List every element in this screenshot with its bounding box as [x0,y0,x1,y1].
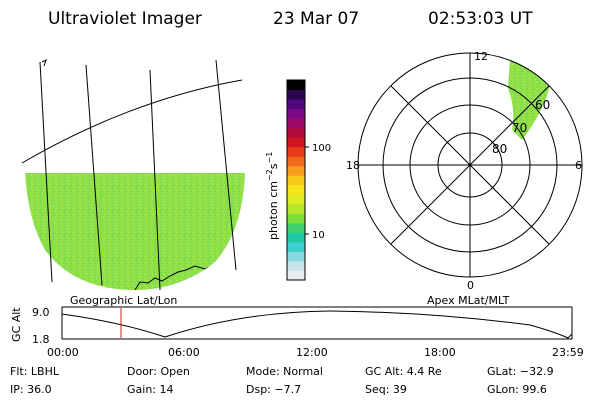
lat-label-70: 70 [512,121,527,135]
x-tick-4: 23:59 [552,346,584,359]
info-mode: Mode: Normal [246,365,323,378]
info-glon: GLon: 99.6 [487,383,547,396]
auroral-image-swath [25,173,245,290]
mlt-label-6: 6 [575,159,582,172]
altitude-ymin: 1.8 [32,333,50,346]
info-gcalt: GC Alt: 4.4 Re [365,365,442,378]
colorbar-band [287,175,305,186]
mlt-label-0: 0 [467,279,474,292]
pole-marker [41,59,47,67]
date-label: 23 Mar 07 [273,9,359,29]
info-dsp: Dsp: −7.7 [246,383,301,396]
grid-longitude-line [149,69,161,291]
lat-label-60: 60 [535,98,550,112]
x-tick-3: 18:00 [424,346,456,359]
colorbar-band [287,80,305,91]
colorbar-band [287,89,305,100]
colorbar-band [287,118,305,129]
grid-longitude-line [215,59,237,271]
mlt-label-12: 12 [474,50,488,63]
colorbar: 100 10 photon cm−2s−1 [265,79,331,281]
colorbar-band [287,222,305,233]
info-panel: Flt: LBHL IP: 36.0 Door: Open Gain: 14 M… [10,365,554,396]
polar-plot: 12 18 6 0 60 70 80 Apex MLat/MLT [346,50,583,307]
instrument-title: Ultraviolet Imager [48,9,202,29]
grid-latitude-line [21,79,243,164]
colorbar-band [287,260,305,271]
polar-auroral-swath [508,60,552,140]
colorbar-band [287,108,305,119]
info-ip: IP: 36.0 [10,383,52,396]
colorbar-tick-100: 100 [312,143,331,154]
x-tick-1: 06:00 [168,346,200,359]
altitude-axis-label: GC Alt [10,307,23,342]
colorbar-band [287,165,305,176]
colorbar-band [287,127,305,138]
mlt-label-18: 18 [346,159,360,172]
colorbar-band [287,184,305,195]
info-gain: Gain: 14 [127,383,174,396]
altitude-curve [61,310,573,339]
x-tick-0: 00:00 [47,346,79,359]
grid-longitude-line [39,61,53,283]
colorbar-band [287,213,305,224]
geographic-image: Geographic Lat/Lon [21,59,245,307]
colorbar-band [287,203,305,214]
info-seq: Seq: 39 [365,383,407,396]
x-tick-2: 12:00 [296,346,328,359]
colorbar-tick-10: 10 [312,230,325,241]
info-door: Door: Open [127,365,190,378]
colorbar-band [287,156,305,167]
colorbar-band [287,232,305,243]
grid-longitude-line [85,64,103,286]
colorbar-band [287,194,305,205]
lat-label-80: 80 [492,142,507,156]
colorbar-band [287,137,305,148]
info-flt: Flt: LBHL [10,365,60,378]
colorbar-band [287,146,305,157]
colorbar-band [287,270,305,281]
time-label: 02:53:03 UT [428,9,533,29]
polar-axis-diagonal [390,85,550,245]
polar-panel-label: Apex MLat/MLT [427,294,510,307]
info-glat: GLat: −32.9 [487,365,554,378]
colorbar-band [287,241,305,252]
colorbar-unit-label: photon cm−2s−1 [265,152,280,240]
colorbar-band [287,99,305,110]
geo-panel-label: Geographic Lat/Lon [70,294,177,307]
altitude-plot: GC Alt 9.0 1.8 00:00 06:00 12:00 18:00 2… [10,306,584,359]
altitude-ymax: 9.0 [32,306,50,319]
colorbar-band [287,251,305,262]
